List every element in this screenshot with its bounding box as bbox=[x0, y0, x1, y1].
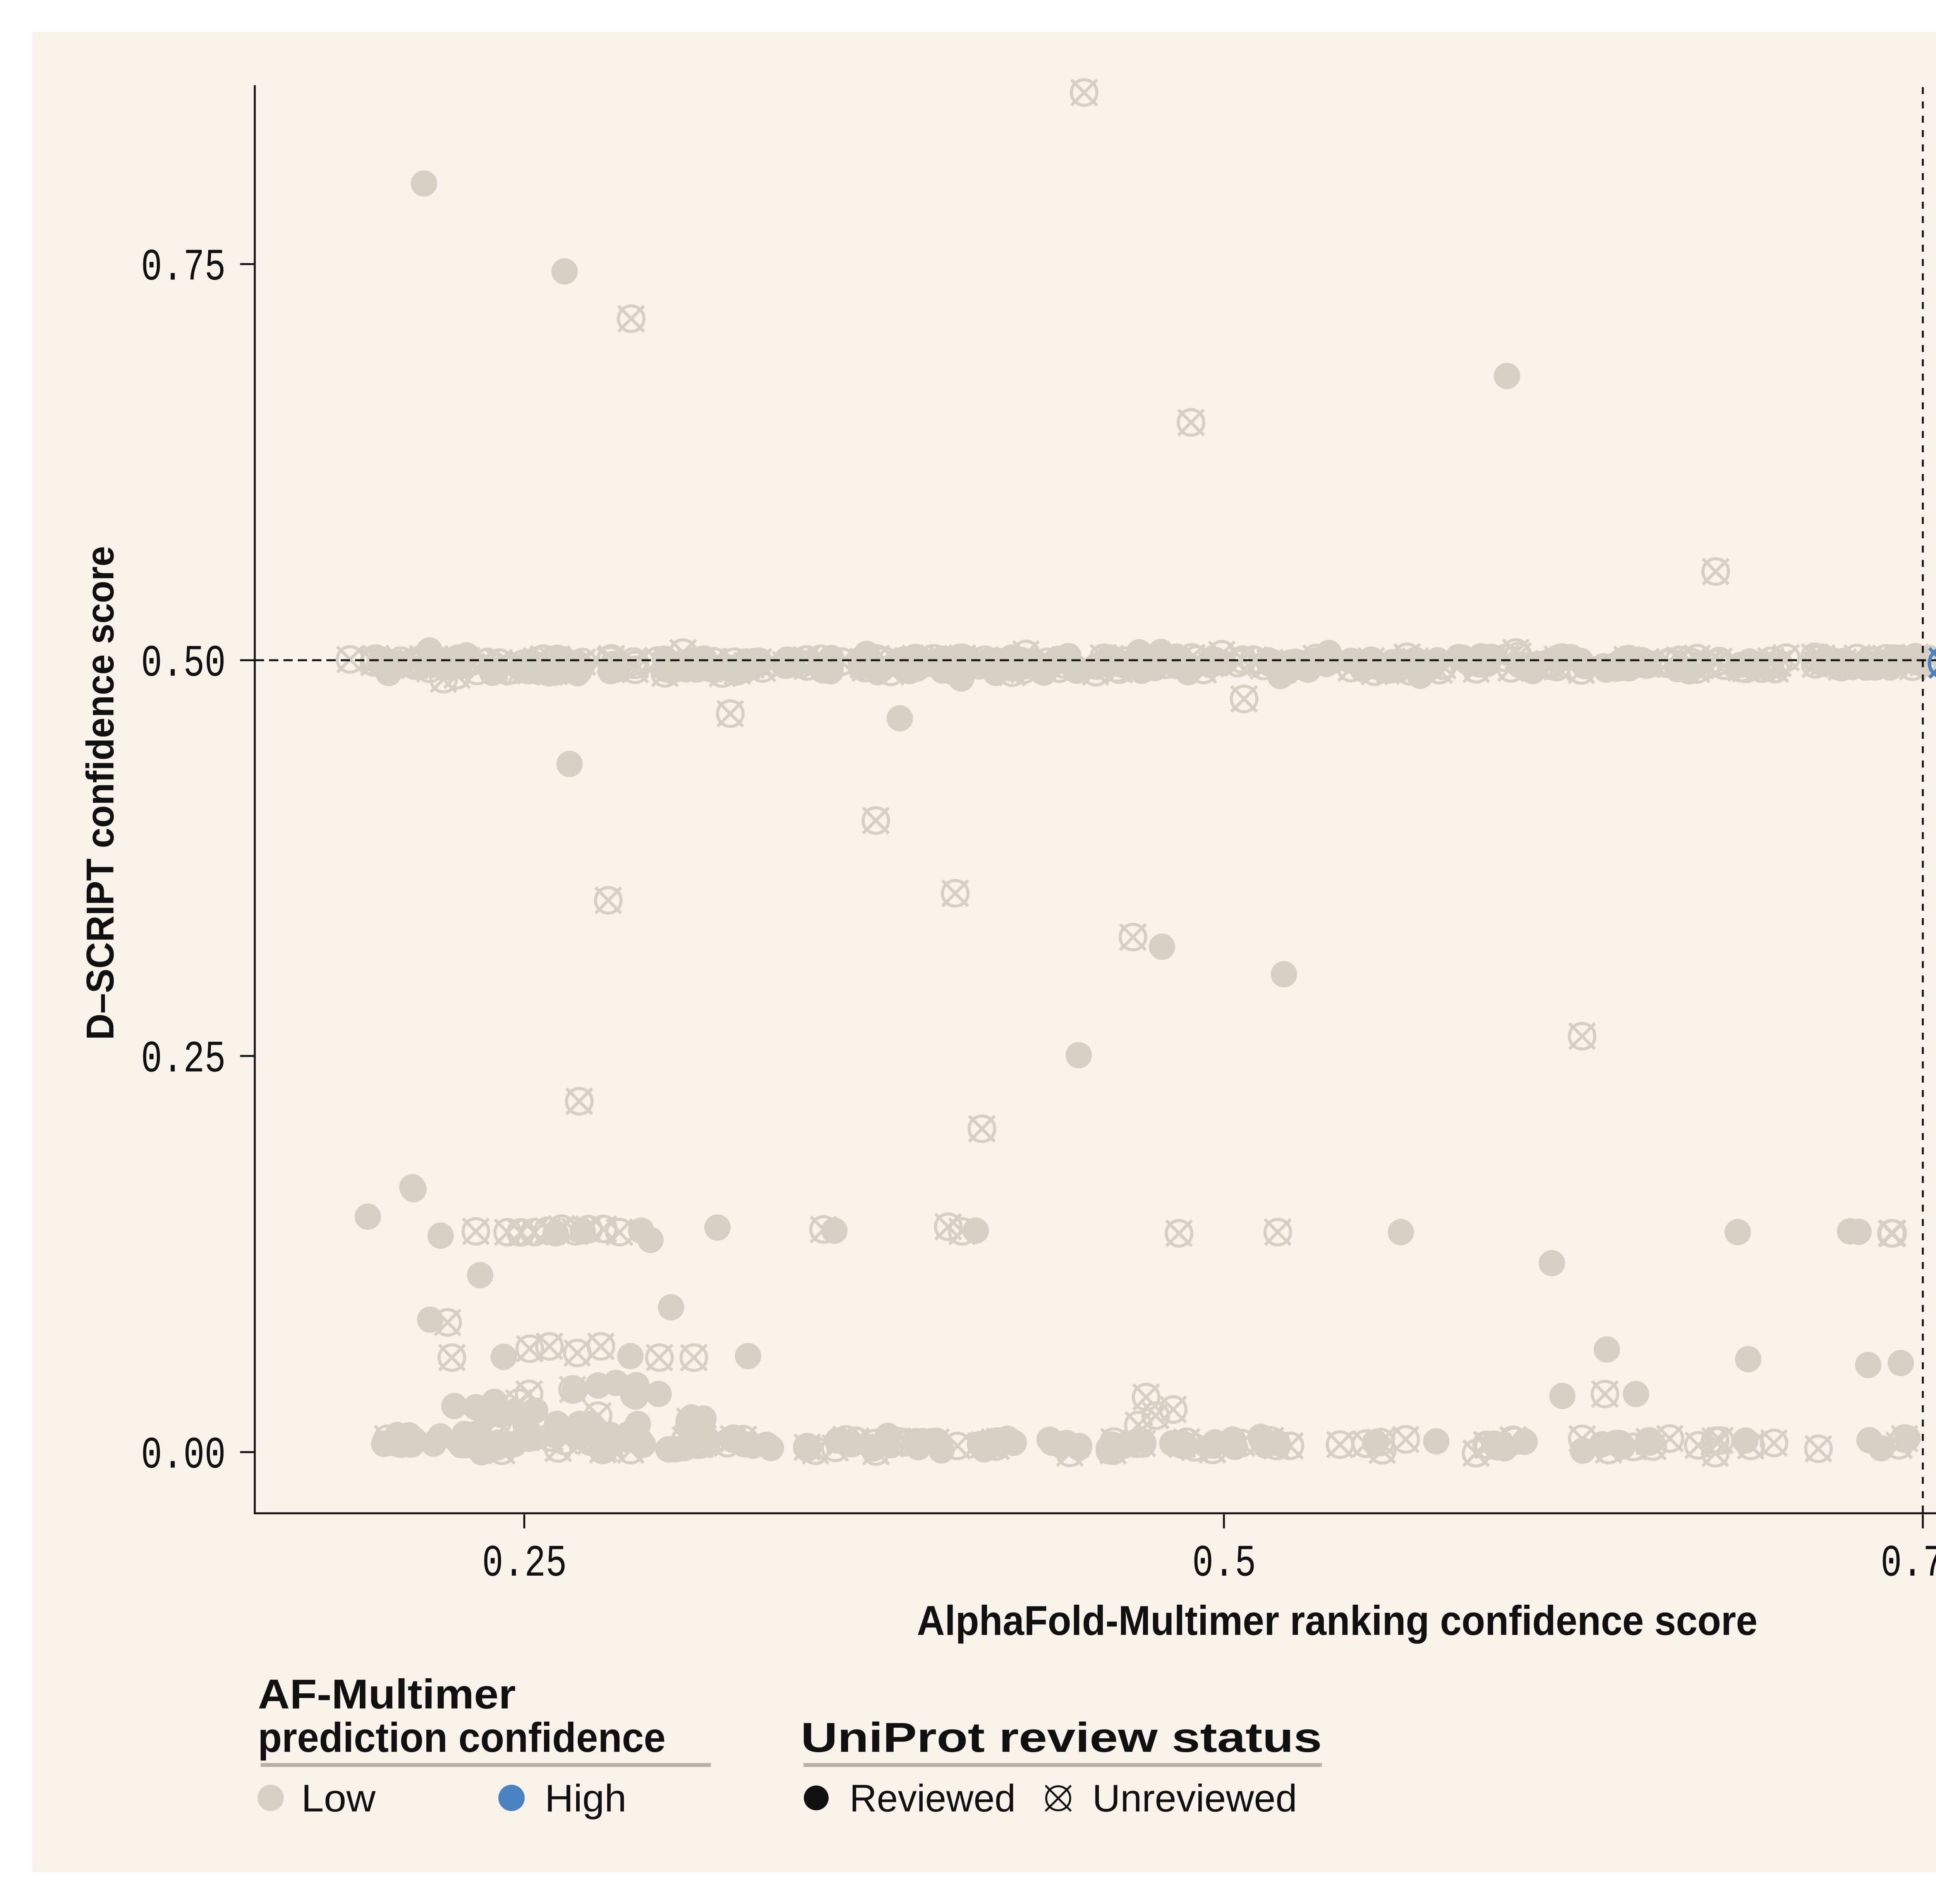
svg-text:High: High bbox=[545, 1777, 626, 1820]
svg-text:UniProt review status: UniProt review status bbox=[801, 1714, 1322, 1761]
svg-text:D–SCRIPT confidence score: D–SCRIPT confidence score bbox=[79, 546, 122, 1040]
svg-text:0.75: 0.75 bbox=[1881, 1538, 1936, 1589]
svg-text:Unreviewed: Unreviewed bbox=[1092, 1777, 1297, 1820]
svg-text:AlphaFold-Multimer ranking con: AlphaFold-Multimer ranking confidence sc… bbox=[917, 1597, 1758, 1644]
svg-text:0.00: 0.00 bbox=[141, 1430, 226, 1481]
svg-text:0.25: 0.25 bbox=[482, 1538, 567, 1589]
svg-text:0.5: 0.5 bbox=[1192, 1538, 1256, 1589]
svg-text:prediction confidence: prediction confidence bbox=[258, 1714, 666, 1761]
svg-text:0.25: 0.25 bbox=[141, 1034, 226, 1085]
svg-text:Low: Low bbox=[301, 1777, 376, 1820]
svg-text:Reviewed: Reviewed bbox=[850, 1777, 1016, 1820]
svg-text:0.50: 0.50 bbox=[141, 638, 226, 689]
svg-text:AF-Multimer: AF-Multimer bbox=[258, 1671, 516, 1717]
svg-text:0.75: 0.75 bbox=[141, 242, 226, 293]
